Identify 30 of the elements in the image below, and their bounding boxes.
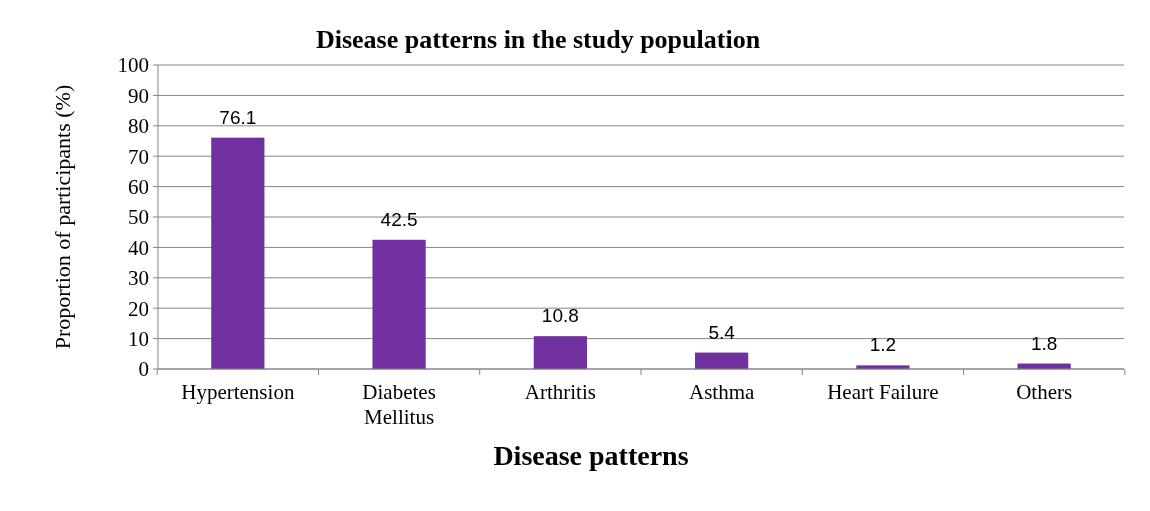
data-label: 76.1 bbox=[219, 106, 257, 128]
chart-title: Disease patterns in the study population bbox=[315, 25, 761, 54]
y-tick-label: 80 bbox=[128, 114, 149, 139]
data-label: 10.8 bbox=[541, 305, 579, 327]
bar bbox=[372, 239, 426, 369]
bar bbox=[533, 336, 587, 369]
y-tick-label: 0 bbox=[138, 357, 149, 382]
x-tick-label: Arthritis bbox=[524, 380, 596, 404]
y-tick-label: 60 bbox=[128, 174, 149, 199]
data-label: 1.8 bbox=[1030, 332, 1058, 354]
y-tick-label: 30 bbox=[128, 266, 149, 291]
y-tick-label: 90 bbox=[128, 83, 149, 108]
bar bbox=[695, 352, 749, 369]
x-tick-label: Others bbox=[1016, 380, 1073, 404]
y-tick-label: 100 bbox=[117, 53, 149, 78]
data-label: 1.2 bbox=[869, 334, 897, 356]
data-label: 42.5 bbox=[380, 208, 418, 230]
data-label: 5.4 bbox=[708, 321, 736, 343]
x-tick-label: Asthma bbox=[688, 380, 755, 404]
x-tick-label: Diabetes Mellitus bbox=[362, 380, 436, 429]
bar bbox=[211, 137, 265, 369]
x-tick-label: Hypertension bbox=[181, 380, 295, 404]
y-tick-label: 10 bbox=[128, 326, 149, 351]
y-tick-label: 20 bbox=[128, 296, 149, 321]
y-tick-label: 40 bbox=[128, 235, 149, 260]
y-axis-title: Proportion of participants (%) bbox=[50, 84, 75, 350]
x-axis-title: Disease patterns bbox=[493, 440, 689, 471]
x-tick-label: Heart Failure bbox=[827, 380, 939, 404]
y-tick-label: 50 bbox=[128, 205, 149, 230]
y-tick-label: 70 bbox=[128, 144, 149, 169]
